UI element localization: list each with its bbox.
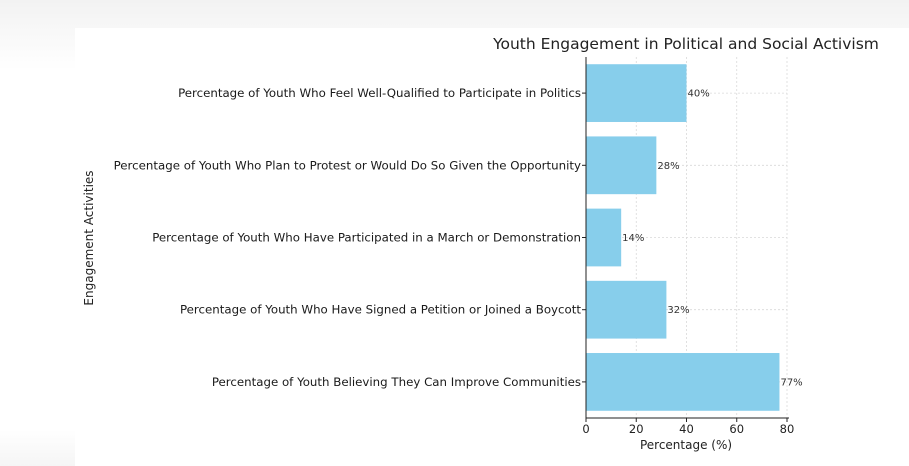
bar [586,353,780,411]
data-label: 28% [657,161,679,172]
x-axis-title: Percentage (%) [640,438,732,452]
bar [586,208,622,267]
data-label: 32% [667,305,689,316]
y-tick-label: Percentage of Youth Who Plan to Protest … [114,158,581,172]
y-tick-label: Percentage of Youth Who Feel Well-Qualif… [178,86,581,100]
chart-title: Youth Engagement in Political and Social… [492,35,879,53]
bar-layer [586,64,780,411]
x-tick-label: 40 [679,422,694,436]
bar [586,280,667,339]
bar [586,136,657,195]
y-tick-label: Percentage of Youth Who Have Signed a Pe… [180,303,581,317]
y-axis-title: Engagement Activities [82,170,96,305]
label-layer: 0 20 40 60 80 Percentage of Youth Believing T… [114,86,803,436]
data-label: 40% [688,89,710,100]
y-tick-label: Percentage of Youth Believing They Can I… [212,375,581,389]
y-tick-label: Percentage of Youth Who Have Participate… [152,231,581,245]
data-label: 77% [780,377,802,388]
bar [586,64,687,122]
x-tick-label: 0 [582,422,589,436]
x-tick-label: 20 [629,422,644,436]
data-label: 14% [622,233,644,244]
axis-layer [582,57,789,422]
x-tick-label: 80 [780,422,795,436]
x-tick-label: 60 [729,422,744,436]
